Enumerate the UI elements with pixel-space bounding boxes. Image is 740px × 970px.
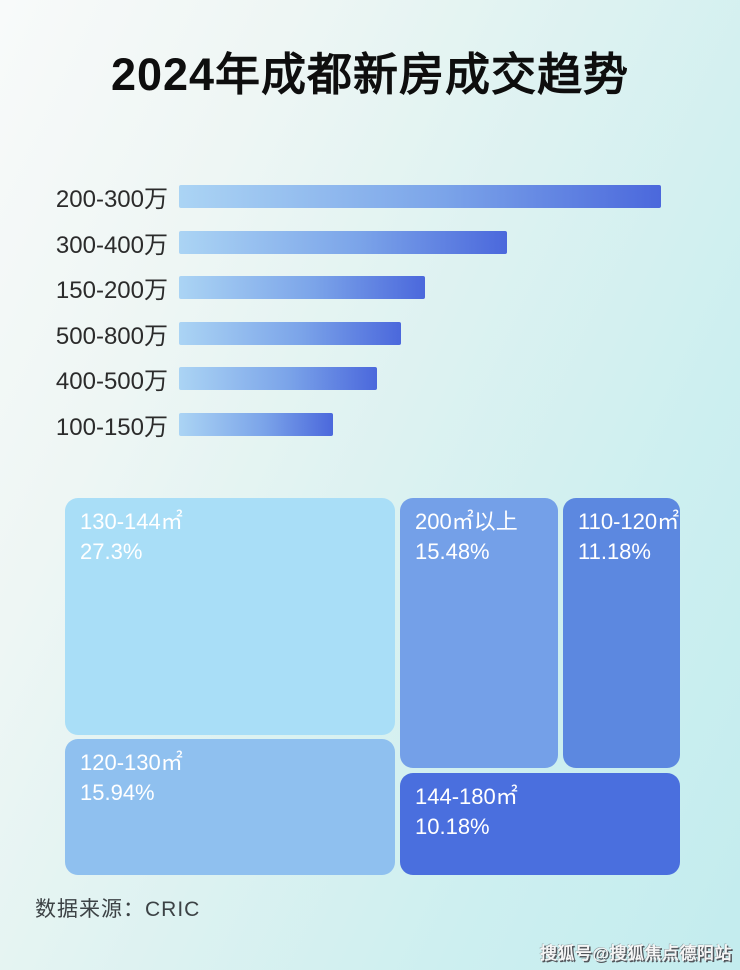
bar-category-label: 400-500万 bbox=[55, 368, 168, 396]
treemap-block: 130-144㎡ 27.3% bbox=[65, 498, 395, 735]
treemap-block: 200㎡以上 15.48% bbox=[400, 498, 558, 768]
treemap-block-value: 11.18% bbox=[578, 538, 651, 564]
treemap-block-label: 130-144㎡ bbox=[80, 509, 183, 534]
bar-row: 200-300万 bbox=[28, 174, 712, 220]
watermark-text: 搜狐号@搜狐焦点德阳站 bbox=[539, 944, 732, 963]
treemap-block: 120-130㎡ 15.94% bbox=[65, 739, 395, 875]
area-treemap: 130-144㎡ 27.3% 120-130㎡ 15.94% 200㎡以上 15.48% 1… bbox=[65, 498, 680, 875]
bar bbox=[179, 230, 507, 254]
bar-row: 150-200万 bbox=[28, 265, 712, 311]
treemap-block-value: 27.3% bbox=[80, 538, 143, 564]
bar-category-label: 150-200万 bbox=[55, 277, 168, 305]
treemap-block-label: 200㎡以上 bbox=[415, 509, 518, 534]
bar bbox=[179, 367, 377, 391]
price-bar-chart: 200-300万 300-400万 150-200万 500-800万 400-500万… bbox=[28, 174, 712, 447]
bar-category-label: 500-800万 bbox=[55, 322, 168, 350]
treemap-block-label: 144-180㎡ bbox=[415, 784, 518, 809]
treemap-block-value: 10.18% bbox=[415, 813, 490, 839]
bar bbox=[179, 276, 425, 300]
bar bbox=[179, 185, 661, 209]
bar-row: 100-150万 bbox=[28, 402, 712, 448]
bar bbox=[179, 412, 333, 436]
treemap-block-label: 120-130㎡ bbox=[80, 750, 183, 775]
treemap-block-value: 15.48% bbox=[415, 538, 490, 564]
page-title: 2024年成都新房成交趋势 bbox=[110, 49, 630, 100]
bar bbox=[179, 321, 401, 345]
price-bar-rows: 200-300万 300-400万 150-200万 500-800万 400-500万… bbox=[28, 174, 712, 447]
bar-row: 300-400万 bbox=[28, 220, 712, 266]
bar-row: 500-800万 bbox=[28, 311, 712, 357]
bar-category-label: 300-400万 bbox=[55, 231, 168, 259]
treemap-block: 144-180㎡ 10.18% bbox=[400, 773, 680, 875]
bar-category-label: 200-300万 bbox=[55, 186, 168, 214]
bar-row: 400-500万 bbox=[28, 356, 712, 402]
treemap-block-label: 110-120㎡ bbox=[578, 509, 680, 534]
treemap-block-value: 15.94% bbox=[80, 779, 155, 805]
data-source-note: 数据来源：CRIC bbox=[35, 898, 201, 921]
bar-category-label: 100-150万 bbox=[55, 413, 168, 441]
treemap-block: 110-120㎡ 11.18% bbox=[563, 498, 680, 768]
